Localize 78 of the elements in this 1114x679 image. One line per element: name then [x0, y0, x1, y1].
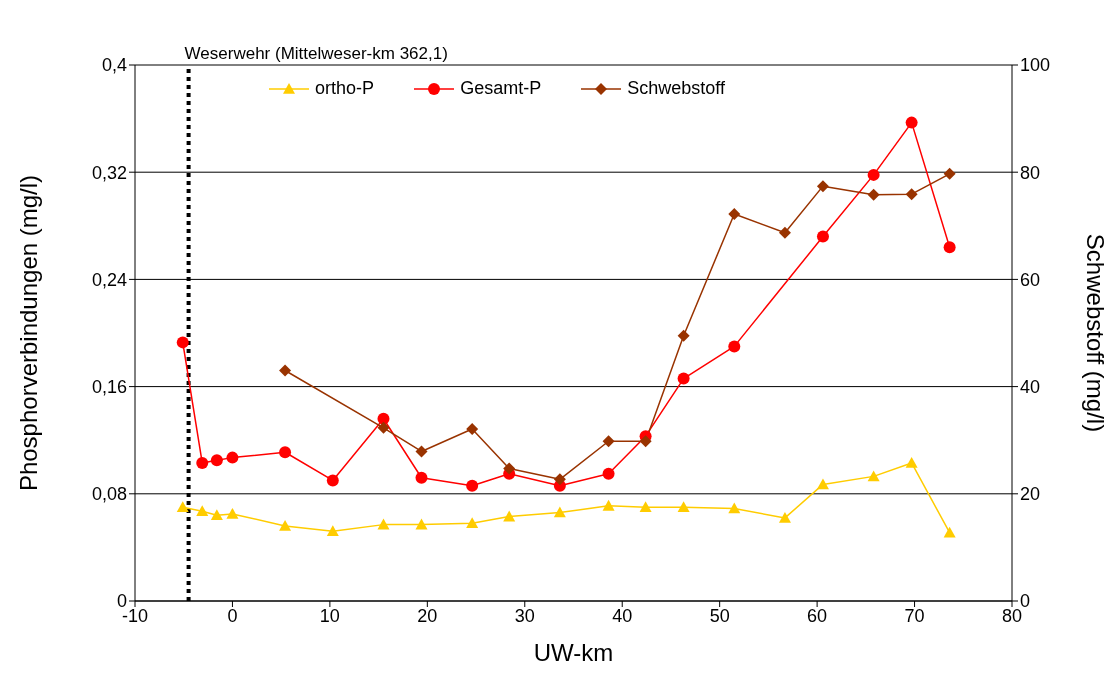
legend-label: Schwebstoff: [627, 78, 725, 99]
point: [176, 501, 189, 512]
point: [279, 446, 292, 459]
point: [728, 502, 741, 514]
x-tick-label: 20: [417, 605, 438, 626]
point: [905, 456, 918, 468]
y2-tick-label: 100: [1020, 55, 1051, 76]
point: [943, 241, 956, 254]
point: [677, 501, 690, 512]
y2-tick-label: 80: [1020, 162, 1041, 183]
point: [415, 471, 428, 484]
x-tick-label: 30: [514, 605, 535, 626]
y-tick-label: 0,4: [101, 55, 127, 76]
y2-axis-title: Schwebstoff (mg/l): [1082, 233, 1110, 433]
point: [867, 470, 880, 482]
x-tick-label: 10: [319, 605, 340, 626]
point: [728, 340, 741, 353]
x-axis-title: UW-km: [533, 639, 614, 666]
point: [553, 506, 566, 518]
point: [943, 167, 956, 180]
point: [602, 499, 615, 511]
y2-tick-label: 20: [1020, 484, 1041, 505]
point: [196, 505, 209, 517]
point: [816, 230, 829, 243]
x-tick-label: 0: [227, 605, 238, 626]
y2-tick-label: 40: [1020, 376, 1041, 397]
legend-label: ortho-P: [315, 78, 375, 99]
point: [415, 518, 428, 530]
x-tick-label: 70: [904, 605, 925, 626]
y-tick-label: 0,16: [91, 376, 127, 397]
point: [210, 454, 223, 467]
point: [816, 180, 829, 193]
point: [466, 422, 479, 435]
y-tick-label: 0,32: [91, 162, 127, 183]
y2-tick-label: 0: [1020, 591, 1031, 612]
point: [816, 478, 829, 490]
point: [943, 526, 956, 538]
point: [466, 517, 479, 529]
point: [466, 479, 479, 492]
point: [677, 329, 690, 342]
point: [326, 525, 339, 537]
y-tick-label: 0,24: [91, 269, 127, 290]
legend-label: Gesamt-P: [460, 78, 542, 99]
point: [210, 509, 223, 521]
point: [778, 226, 791, 239]
point: [279, 364, 292, 377]
point: [377, 421, 390, 434]
point: [226, 451, 239, 464]
y2-tick-label: 60: [1020, 269, 1041, 290]
ref-line-label: Weserwehr (Mittelweser-km 362,1): [184, 44, 448, 63]
point: [503, 462, 516, 475]
point: [639, 501, 652, 512]
point: [778, 511, 791, 523]
y-tick-label: 0: [116, 591, 127, 612]
point: [196, 456, 209, 469]
point: [503, 510, 516, 522]
x-tick-label: 50: [709, 605, 730, 626]
point: [326, 474, 339, 487]
point: [553, 473, 566, 486]
x-tick-label: 60: [807, 605, 828, 626]
point: [377, 518, 390, 530]
point: [279, 519, 292, 531]
point: [639, 435, 652, 448]
point: [905, 116, 918, 129]
point: [905, 188, 918, 201]
point: [415, 445, 428, 458]
point: [728, 208, 741, 221]
point: [867, 188, 880, 201]
y-tick-label: 0,08: [91, 484, 127, 505]
point: [226, 507, 239, 519]
y-axis-title: Phosphorverbindungen (mg/l): [14, 174, 42, 492]
point: [677, 372, 690, 385]
point: [176, 336, 189, 349]
point: [602, 467, 615, 480]
point: [867, 168, 880, 181]
x-tick-label: 80: [1001, 605, 1023, 626]
point: [602, 435, 615, 448]
x-tick-label: 40: [612, 605, 633, 626]
